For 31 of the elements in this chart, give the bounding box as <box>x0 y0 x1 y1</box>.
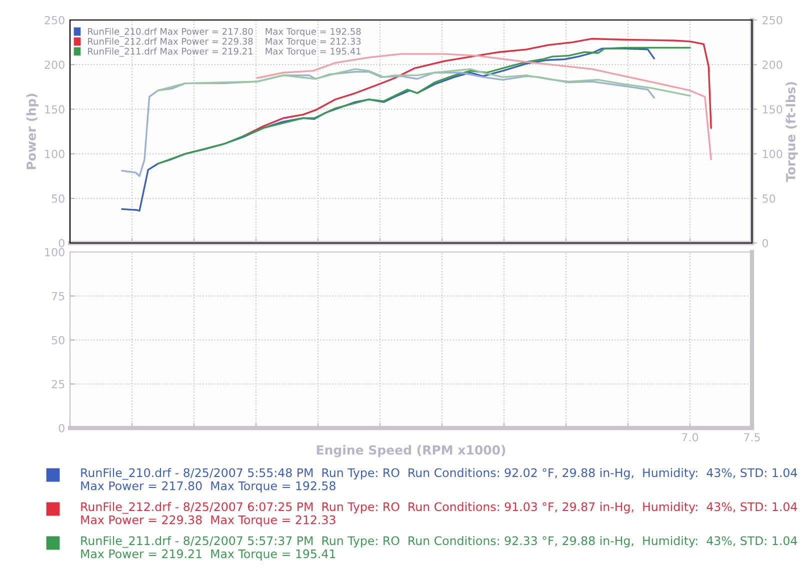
y2-axis-title: Torque (ft-lbs) <box>786 82 798 182</box>
y-tick-label: 0 <box>58 238 64 248</box>
x-tick-label: 7.5 <box>744 433 760 442</box>
line-series <box>121 70 655 177</box>
text: RunFile_211.drf - 8/25/2007 5:57:37 PM Run Type: RO Run Conditions: 92.33 °F, 29.88 in-Hg, Humidity: 43%, STD: 1.04 Max Power = 219.21 Max Torque = 195.41 <box>81 536 798 561</box>
y-tick-label: 250 <box>44 16 64 24</box>
x-axis-title: Engine Speed (RPM x1000) <box>316 445 506 458</box>
y2-tick-label: 150 <box>762 105 782 114</box>
y-tick-label: 0 <box>58 424 64 432</box>
legend-label: RunFile_210.drf Max Power = 217.80 Max Torque = 192.58 <box>88 28 361 37</box>
y-tick-label: 150 <box>45 105 64 114</box>
x-tick-label: 7.0 <box>682 433 698 442</box>
y-tick-label: 50 <box>52 194 64 203</box>
y2-tick-label: 100 <box>762 150 782 158</box>
y-tick-label: 25 <box>52 380 64 388</box>
y2-tick-label: 50 <box>762 194 776 203</box>
line-series <box>157 68 691 97</box>
line-series <box>157 46 691 164</box>
y2-tick-label: 250 <box>762 16 782 24</box>
y2-tick-label: 200 <box>762 60 782 69</box>
text: RunFile_212.drf - 8/25/2007 6:07:25 PM Run Type: RO Run Conditions: 91.03 °F, 29.87 in-Hg, Humidity: 43%, STD: 1.04 Max Power = 229.38 Max Torque = 212.33 <box>81 502 798 527</box>
y-tick-label: 75 <box>52 292 64 300</box>
y-tick-label: 50 <box>52 336 64 344</box>
y2-tick-label: 0 <box>762 238 768 248</box>
y-tick-label: 100 <box>45 248 64 256</box>
legend-label: RunFile_211.drf Max Power = 219.21 Max Torque = 195.41 <box>88 48 361 57</box>
y-tick-label: 100 <box>45 150 64 158</box>
y-tick-label: 200 <box>44 60 64 69</box>
y-axis-title: Power (hp) <box>26 94 38 170</box>
legend-label: RunFile_212.drf Max Power = 229.38 Max Torque = 212.33 <box>88 38 361 47</box>
text: RunFile_210.drf - 8/25/2007 5:55:48 PM Run Type: RO Run Conditions: 92.02 °F, 29.88 in-Hg, Humidity: 43%, STD: 1.04 Max Power = 217.80 Max Torque = 192.58 <box>81 468 798 493</box>
